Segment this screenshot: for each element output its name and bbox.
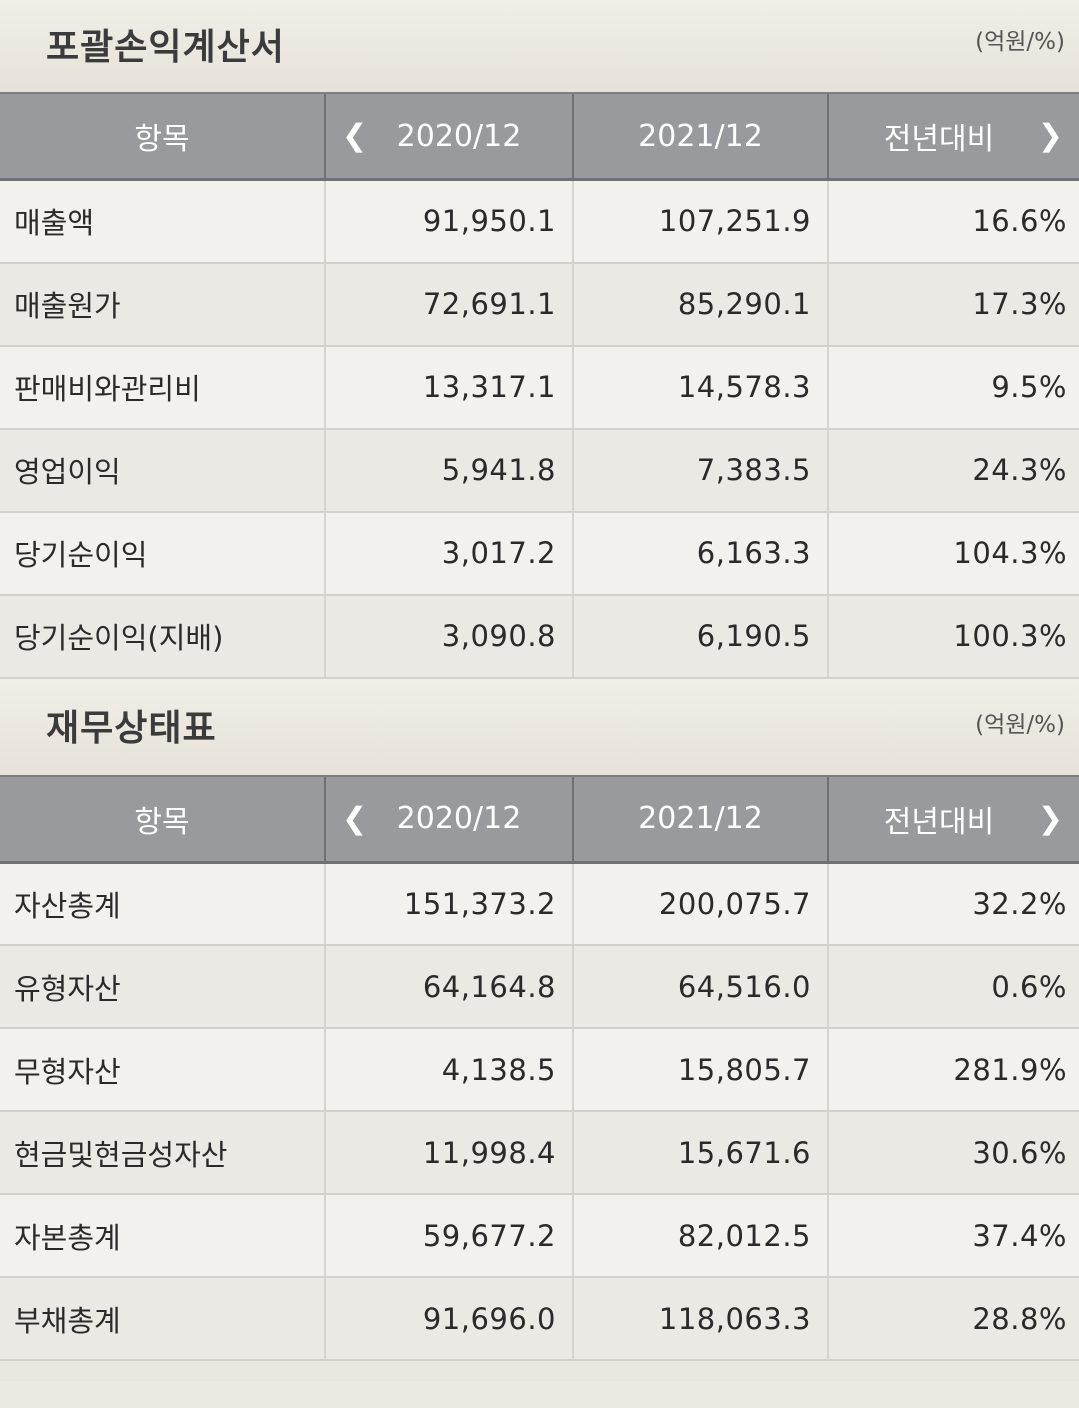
chevron-right-icon[interactable]: ❯ bbox=[1037, 801, 1063, 836]
header-2020-label: 2020/12 bbox=[396, 118, 522, 154]
row-item: 현금및현금성자산 bbox=[0, 1111, 325, 1195]
row-value-yoy: 100.3% bbox=[827, 594, 1079, 679]
table-row: 자본총계 59,677.2 82,012.5 37.4% bbox=[0, 1194, 1079, 1278]
table-row: 당기순이익 3,017.2 6,163.3 104.3% bbox=[0, 511, 1079, 596]
row-item: 영업이익 bbox=[0, 428, 325, 513]
table-header-row: 항목 ❮ 2020/12 2021/12 전년대비 ❯ bbox=[0, 774, 1079, 864]
table-row: 판매비와관리비 13,317.1 14,578.3 9.5% bbox=[0, 345, 1079, 430]
row-item: 당기순이익(지배) bbox=[0, 594, 325, 679]
row-value-2020: 72,691.1 bbox=[324, 262, 573, 347]
row-item: 매출액 bbox=[0, 179, 325, 264]
row-item: 유형자산 bbox=[0, 945, 325, 1029]
row-value-2020: 151,373.2 bbox=[324, 862, 573, 946]
table-row: 부채총계 91,696.0 118,063.3 28.8% bbox=[0, 1277, 1079, 1361]
row-value-2020: 4,138.5 bbox=[324, 1028, 573, 1112]
table-row: 당기순이익(지배) 3,090.8 6,190.5 100.3% bbox=[0, 594, 1079, 679]
row-value-2021: 107,251.9 bbox=[572, 179, 828, 264]
row-value-2021: 6,190.5 bbox=[572, 594, 828, 679]
chevron-left-icon[interactable]: ❮ bbox=[342, 118, 368, 154]
row-item: 부채총계 bbox=[0, 1277, 325, 1361]
row-value-yoy: 0.6% bbox=[827, 945, 1079, 1029]
row-value-2020: 3,090.8 bbox=[324, 594, 573, 679]
table-row: 자산총계 151,373.2 200,075.7 32.2% bbox=[0, 862, 1079, 946]
row-value-2021: 7,383.5 bbox=[572, 428, 828, 513]
row-value-2021: 118,063.3 bbox=[572, 1277, 828, 1361]
row-value-2021: 200,075.7 bbox=[572, 862, 828, 946]
income-statement-unit: (억원/%) bbox=[975, 29, 1065, 55]
table-row: 영업이익 5,941.8 7,383.5 24.3% bbox=[0, 428, 1079, 513]
income-statement-table: 항목 ❮ 2020/12 2021/12 전년대비 ❯ 매출액 91,950.1… bbox=[0, 92, 1079, 679]
row-value-2021: 85,290.1 bbox=[572, 262, 828, 347]
header-yoy: 전년대비 ❯ bbox=[827, 774, 1079, 864]
chevron-right-icon[interactable]: ❯ bbox=[1037, 118, 1063, 154]
header-yoy-label: 전년대비 bbox=[883, 804, 995, 840]
row-value-2020: 59,677.2 bbox=[324, 1194, 573, 1278]
header-item: 항목 bbox=[0, 92, 325, 181]
row-value-2021: 6,163.3 bbox=[572, 511, 828, 596]
header-2021-label: 2021/12 bbox=[638, 118, 763, 154]
row-value-2020: 11,998.4 bbox=[324, 1111, 573, 1195]
header-2020-label: 2020/12 bbox=[396, 801, 522, 836]
header-item-label: 항목 bbox=[134, 804, 190, 840]
balance-sheet-title: 재무상태표 bbox=[46, 707, 217, 749]
row-value-2021: 64,516.0 bbox=[572, 945, 828, 1029]
row-item: 무형자산 bbox=[0, 1028, 325, 1112]
row-value-2021: 15,671.6 bbox=[572, 1111, 828, 1195]
row-value-yoy: 24.3% bbox=[827, 428, 1079, 513]
row-item: 매출원가 bbox=[0, 262, 325, 347]
row-value-2020: 91,696.0 bbox=[324, 1277, 573, 1361]
row-value-2021: 82,012.5 bbox=[572, 1194, 828, 1278]
table-header-row: 항목 ❮ 2020/12 2021/12 전년대비 ❯ bbox=[0, 92, 1079, 181]
row-value-2020: 64,164.8 bbox=[324, 945, 573, 1029]
row-value-yoy: 9.5% bbox=[827, 345, 1079, 430]
row-value-yoy: 30.6% bbox=[827, 1111, 1079, 1195]
header-2020: ❮ 2020/12 bbox=[324, 774, 573, 864]
header-2021-label: 2021/12 bbox=[638, 801, 763, 836]
header-yoy-label: 전년대비 bbox=[883, 122, 995, 157]
row-value-2021: 14,578.3 bbox=[572, 345, 828, 430]
row-value-2020: 3,017.2 bbox=[324, 511, 573, 596]
balance-sheet-unit: (억원/%) bbox=[975, 711, 1065, 738]
header-yoy: 전년대비 ❯ bbox=[827, 92, 1079, 181]
chevron-left-icon[interactable]: ❮ bbox=[342, 801, 368, 836]
row-value-2020: 91,950.1 bbox=[324, 179, 573, 264]
row-item: 자산총계 bbox=[0, 862, 325, 946]
table-row: 현금및현금성자산 11,998.4 15,671.6 30.6% bbox=[0, 1111, 1079, 1195]
row-value-2020: 13,317.1 bbox=[324, 345, 573, 430]
row-value-yoy: 16.6% bbox=[827, 179, 1079, 264]
header-2021: 2021/12 bbox=[572, 774, 828, 864]
header-item: 항목 bbox=[0, 774, 325, 864]
income-statement-title: 포괄손익계산서 bbox=[46, 27, 285, 68]
table-row: 무형자산 4,138.5 15,805.7 281.9% bbox=[0, 1028, 1079, 1112]
table-row: 매출액 91,950.1 107,251.9 16.6% bbox=[0, 179, 1079, 264]
row-value-yoy: 32.2% bbox=[827, 862, 1079, 946]
row-item: 자본총계 bbox=[0, 1194, 325, 1278]
row-value-2021: 15,805.7 bbox=[572, 1028, 828, 1112]
row-value-yoy: 104.3% bbox=[827, 511, 1079, 596]
bottom-strip bbox=[0, 1361, 1079, 1381]
row-value-yoy: 28.8% bbox=[827, 1277, 1079, 1361]
table-row: 매출원가 72,691.1 85,290.1 17.3% bbox=[0, 262, 1079, 347]
table-row: 유형자산 64,164.8 64,516.0 0.6% bbox=[0, 945, 1079, 1029]
balance-sheet-table: 항목 ❮ 2020/12 2021/12 전년대비 ❯ 자산총계 151,373… bbox=[0, 774, 1079, 1361]
row-value-2020: 5,941.8 bbox=[324, 428, 573, 513]
row-value-yoy: 281.9% bbox=[827, 1028, 1079, 1112]
row-item: 당기순이익 bbox=[0, 511, 325, 596]
header-2021: 2021/12 bbox=[572, 92, 828, 181]
header-2020: ❮ 2020/12 bbox=[324, 92, 573, 181]
row-value-yoy: 37.4% bbox=[827, 1194, 1079, 1278]
header-item-label: 항목 bbox=[134, 122, 190, 157]
row-value-yoy: 17.3% bbox=[827, 262, 1079, 347]
balance-sheet-header: 재무상태표 (억원/%) bbox=[0, 678, 1079, 775]
income-statement-header: 포괄손익계산서 (억원/%) bbox=[0, 0, 1079, 92]
row-item: 판매비와관리비 bbox=[0, 345, 325, 430]
